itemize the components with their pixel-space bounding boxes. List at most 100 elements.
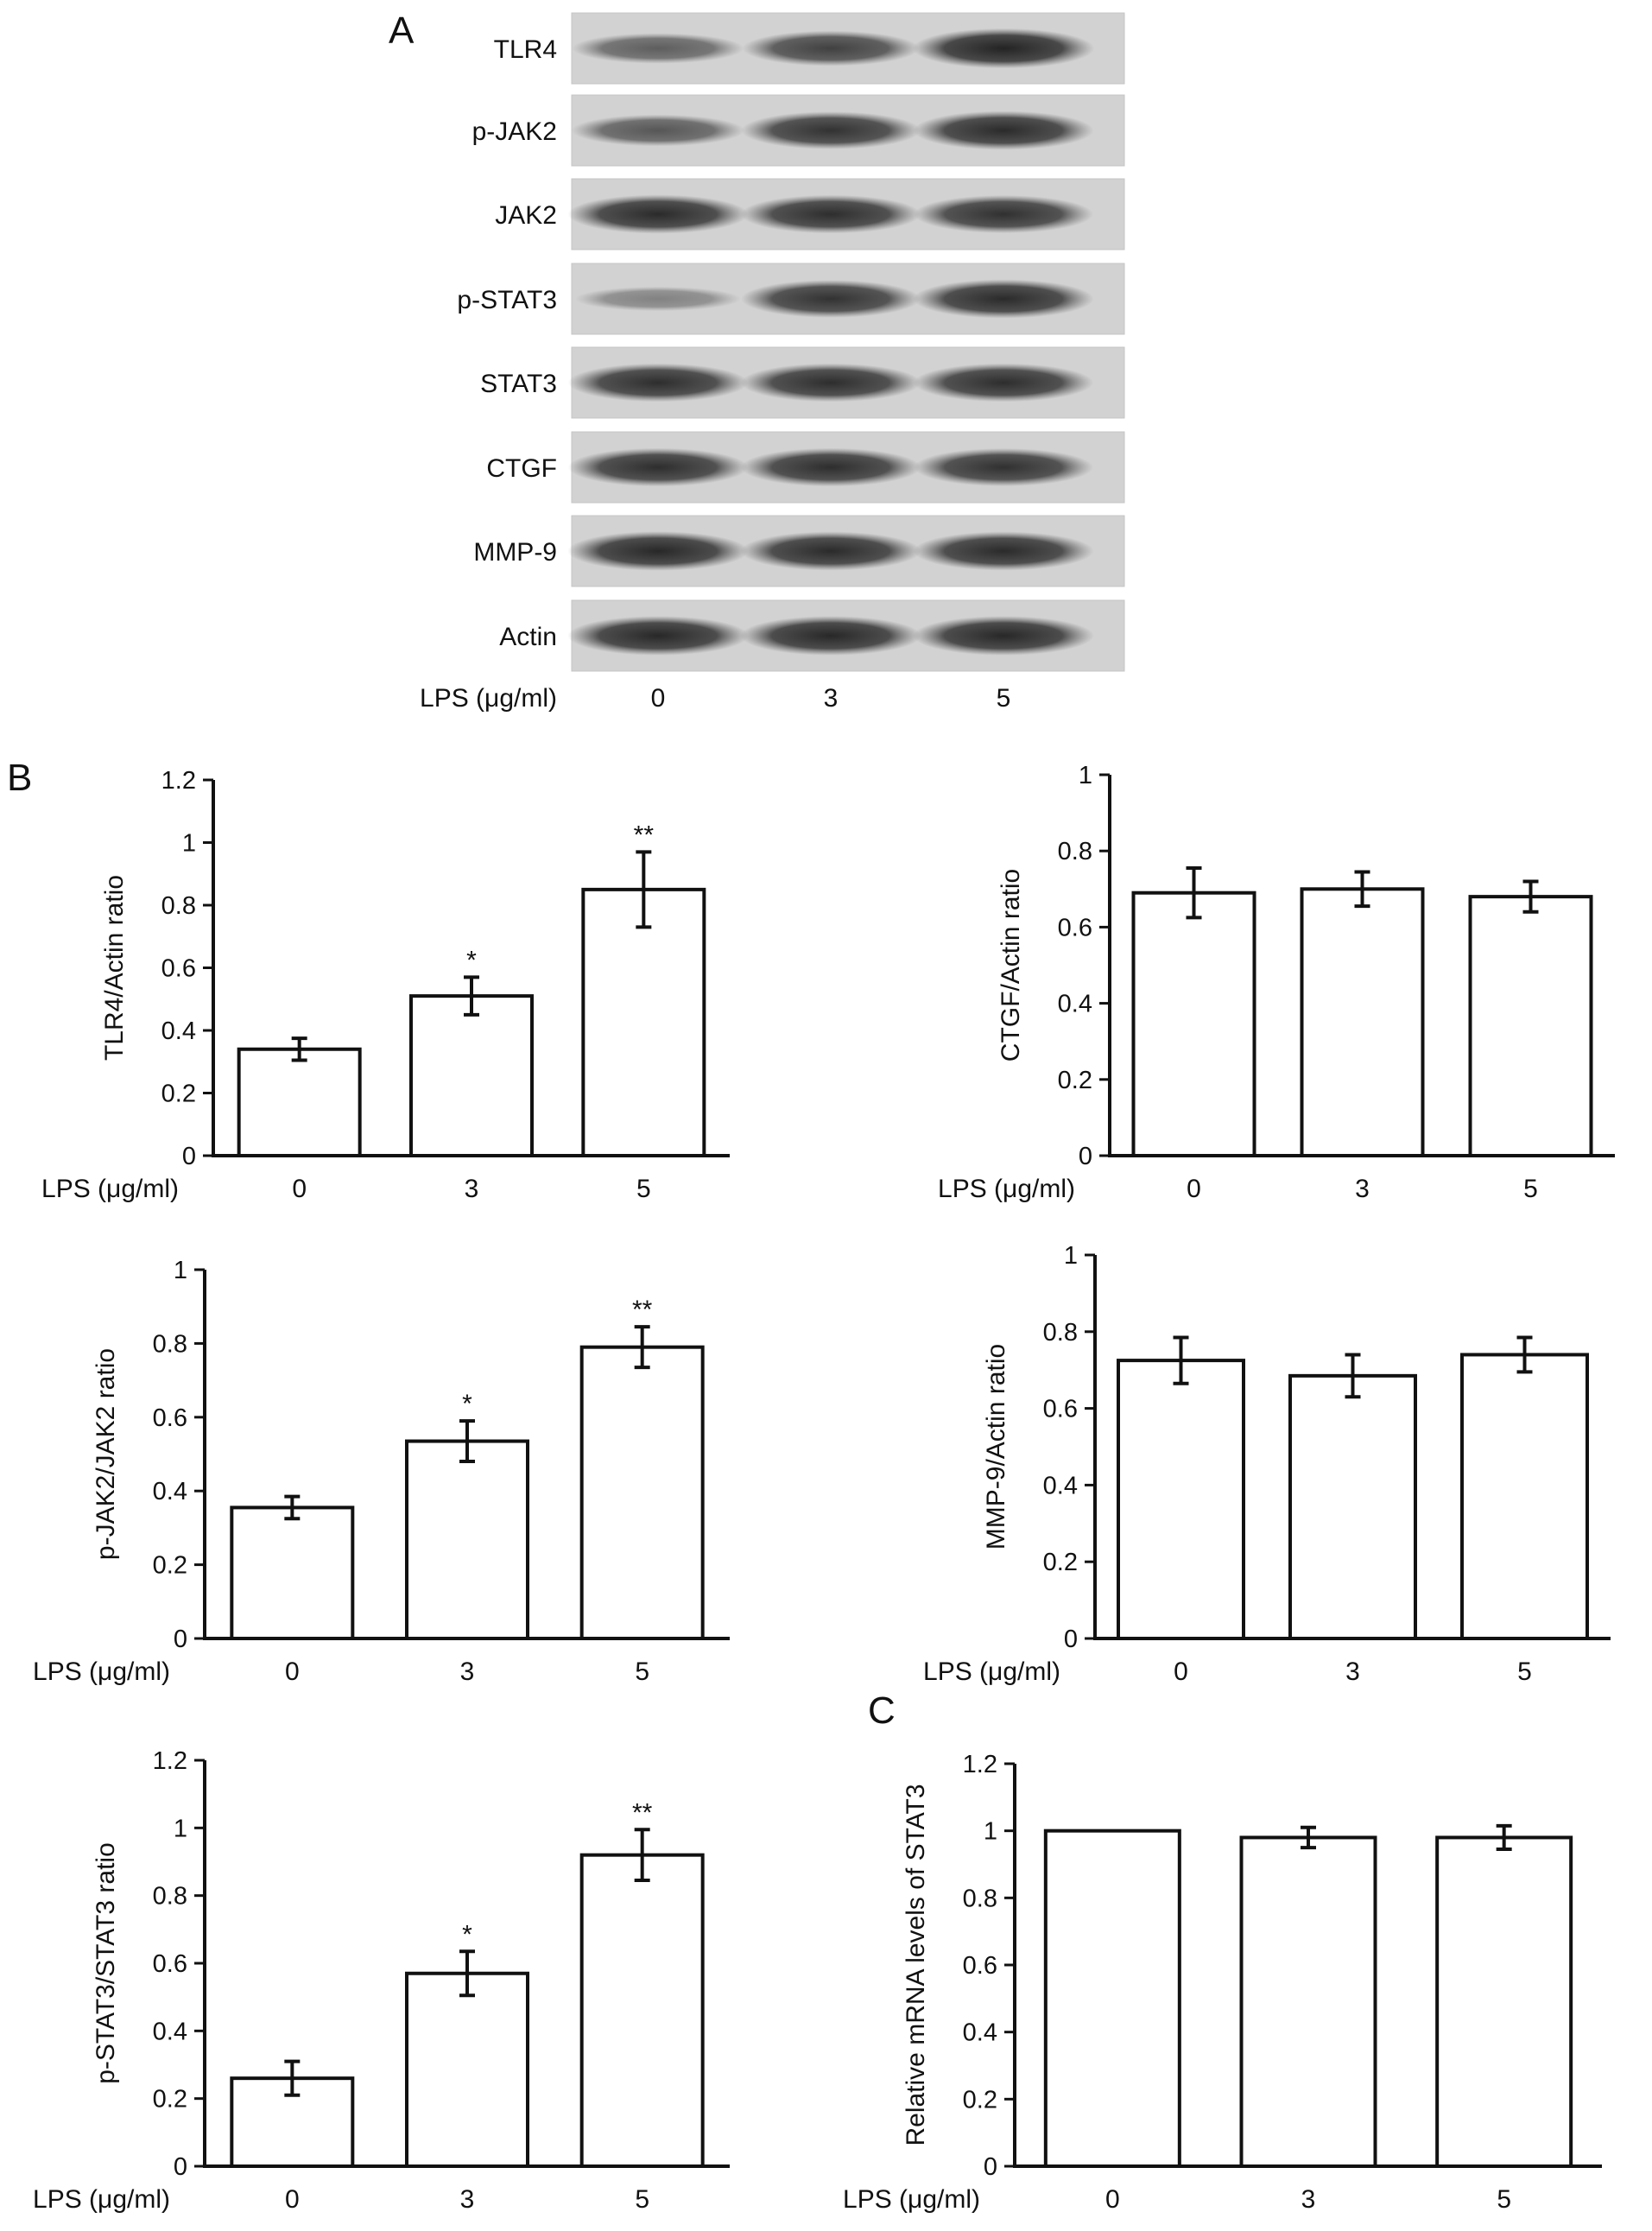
panel-label-a: A: [389, 10, 415, 52]
y-axis-label: MMP-9/Actin ratio: [982, 1344, 1010, 1550]
error-bar: [459, 1949, 475, 1998]
blot-lane-label: 5: [997, 684, 1011, 713]
y-axis-label: CTGF/Actin ratio: [997, 869, 1025, 1062]
blot-lane-label: 3: [824, 684, 839, 713]
bar: [409, 994, 534, 1157]
blot-band: [740, 363, 921, 402]
error-bar: [634, 1828, 650, 1883]
blot-lane-label: 0: [651, 684, 666, 713]
blot-row-label-stat3: STAT3: [480, 370, 557, 398]
blot-row-label-p-jak2: p-JAK2: [472, 117, 557, 146]
x-tick-label: 0: [292, 1175, 307, 1203]
error-bar: [1173, 1335, 1189, 1385]
bar: [1468, 895, 1593, 1157]
blot-band: [567, 616, 749, 656]
western-blot: TLR4 p-JAK2 JAK2 p-STAT3 STAT3 CTGF MMP-9 Actin…: [420, 12, 1125, 713]
y-tick-label: 0.4: [153, 1478, 187, 1505]
error-bar: [634, 1325, 650, 1370]
error-bar: [1345, 1353, 1361, 1399]
y-tick-label: 1: [1064, 1242, 1078, 1270]
bar: [579, 1853, 705, 2169]
bar: [1288, 1373, 1417, 1640]
error-bar: [284, 1494, 301, 1521]
y-tick-label: 1: [174, 1257, 187, 1284]
x-tick-label: 5: [635, 2185, 649, 2214]
y-tick-label: 0.8: [1043, 1319, 1078, 1347]
blot-band: [740, 194, 921, 234]
bar-chart-5: 0 0.2 0.4 0.6 0.8 1 1.2 p-STAT3/STAT3 ratio LPS …: [33, 1747, 730, 2214]
error-bar: [1354, 870, 1370, 909]
x-axis-label: LPS (μg/ml): [33, 2185, 170, 2214]
x-axis-label: LPS (μg/ml): [33, 1657, 170, 1686]
y-axis-label: p-STAT3/STAT3 ratio: [92, 1842, 120, 2084]
bar: [1117, 1359, 1245, 1640]
x-tick-label: 0: [285, 1657, 300, 1686]
bar: [1460, 1353, 1589, 1640]
y-tick-label: 0.2: [1058, 1067, 1092, 1094]
x-tick-label: 5: [636, 1175, 651, 1203]
significance-marker: **: [634, 821, 655, 849]
blot-band: [913, 531, 1094, 571]
x-tick-label: 0: [1105, 2185, 1120, 2214]
blot-x-label: LPS (μg/ml): [420, 684, 557, 713]
blot-band: [741, 111, 921, 149]
x-tick-label: 3: [460, 2185, 475, 2214]
y-tick-label: 0.2: [161, 1081, 196, 1108]
blot-band: [913, 279, 1094, 319]
bar-charts: 0 0.2 0.4 0.6 0.8 1 1.2 TLR4/Actin ratio LPS (μg…: [33, 762, 1615, 2214]
x-axis-label: LPS (μg/ml): [938, 1175, 1075, 1203]
bar: [1300, 887, 1425, 1158]
blot-row-label-tlr4: TLR4: [494, 35, 557, 64]
bar-chart-6: 0 0.2 0.4 0.6 0.8 1 1.2 Relative mRNA levels of…: [843, 1751, 1602, 2214]
x-axis-label: LPS (μg/ml): [41, 1175, 179, 1203]
bar-chart-4: 0 0.2 0.4 0.6 0.8 1 MMP-9/Actin ratio LPS (μg/m…: [923, 1242, 1611, 1686]
bar: [237, 1047, 362, 1157]
blot-band: [571, 114, 745, 147]
error-bar: [284, 2059, 301, 2097]
y-tick-label: 1.2: [153, 1747, 187, 1775]
x-tick-label: 3: [1355, 1175, 1370, 1203]
bar: [230, 1505, 355, 1641]
blot-band: [740, 447, 921, 487]
blot-band: [913, 194, 1094, 234]
bar-chart-2: 0 0.2 0.4 0.6 0.8 1 CTGF/Actin ratio LPS (μg/ml…: [938, 762, 1615, 1203]
x-tick-label: 0: [1187, 1175, 1201, 1203]
blot-band: [913, 447, 1094, 487]
y-tick-label: 0.8: [1058, 838, 1092, 865]
x-tick-label: 5: [1497, 2185, 1511, 2214]
y-tick-label: 0.2: [1043, 1549, 1078, 1576]
significance-marker: *: [466, 946, 477, 974]
bar: [405, 1439, 529, 1641]
x-tick-label: 5: [635, 1657, 649, 1686]
bar: [1239, 1835, 1377, 2169]
error-bar: [1186, 866, 1202, 920]
y-tick-label: 0: [182, 1143, 196, 1170]
significance-marker: *: [462, 1390, 472, 1418]
blot-row-label-p-stat3: p-STAT3: [457, 286, 557, 314]
blot-band: [567, 447, 749, 487]
y-axis-label: p-JAK2/JAK2 ratio: [92, 1348, 120, 1560]
blot-band: [913, 616, 1094, 656]
y-tick-label: 0.2: [963, 2086, 997, 2114]
y-tick-label: 1: [174, 1815, 187, 1842]
y-tick-label: 1: [182, 830, 196, 858]
y-tick-label: 1.2: [963, 1751, 997, 1778]
blot-band: [740, 531, 921, 571]
y-tick-label: 0.8: [963, 1885, 997, 1912]
y-tick-label: 1: [984, 1818, 997, 1846]
y-tick-label: 0.8: [161, 892, 196, 920]
panel-label-c: C: [868, 1689, 896, 1732]
blot-band: [574, 286, 742, 312]
y-tick-label: 0.6: [1043, 1396, 1078, 1423]
y-axis-label: Relative mRNA levels of STAT3: [902, 1784, 930, 2145]
y-tick-label: 0: [1064, 1626, 1078, 1653]
x-tick-label: 0: [1174, 1657, 1188, 1686]
y-tick-label: 0: [174, 2153, 187, 2181]
x-tick-label: 5: [1517, 1657, 1532, 1686]
x-tick-label: 3: [460, 1657, 475, 1686]
x-axis-label: LPS (μg/ml): [923, 1657, 1060, 1686]
error-bar: [1522, 879, 1539, 914]
x-tick-label: 3: [1301, 2185, 1316, 2214]
y-tick-label: 1.2: [161, 767, 196, 795]
